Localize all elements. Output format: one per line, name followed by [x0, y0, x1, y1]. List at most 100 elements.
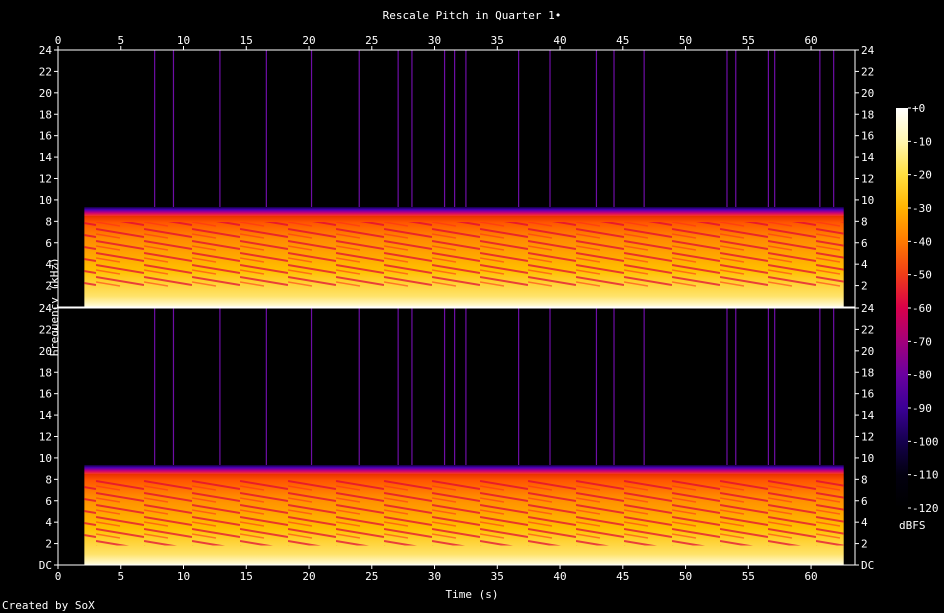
- x-tick-label: 10: [177, 34, 190, 47]
- y-tick-label: 4: [861, 258, 868, 271]
- x-tick-label: 15: [240, 34, 253, 47]
- x-tick-label: 0: [55, 34, 62, 47]
- y-tick-label: 22: [39, 65, 52, 78]
- x-tick-label: 10: [177, 570, 190, 583]
- channel-1-panel: [57, 49, 856, 308]
- y-tick-label: 18: [39, 366, 52, 379]
- x-tick-label: 55: [742, 570, 755, 583]
- x-tick-label: 35: [491, 34, 504, 47]
- x-tick-label: 35: [491, 570, 504, 583]
- y-tick-label: 24: [39, 44, 53, 57]
- x-tick-label: 50: [679, 570, 692, 583]
- colorbar-tick-label: -10: [912, 135, 932, 148]
- x-tick-label: 30: [428, 34, 441, 47]
- y-tick-label: 18: [861, 366, 874, 379]
- channel-2-panel: [57, 307, 856, 566]
- x-tick-label: 45: [616, 34, 629, 47]
- x-tick-label: 5: [117, 34, 124, 47]
- y-tick-label: 4: [45, 516, 52, 529]
- page-title: Rescale Pitch in Quarter 1•: [382, 9, 562, 22]
- credit-text: Created by SoX: [2, 599, 95, 612]
- y-tick-label: 6: [45, 495, 52, 508]
- y-tick-label: 12: [39, 173, 52, 186]
- colorbar-tick-label: -120: [912, 502, 939, 515]
- y-tick-label: 12: [861, 431, 874, 444]
- y-tick-label: 14: [39, 151, 53, 164]
- y-tick-label: 2: [861, 280, 868, 293]
- y-tick-label: 12: [39, 431, 52, 444]
- x-tick-label: 20: [302, 34, 315, 47]
- y-tick-label: 10: [39, 194, 52, 207]
- y-tick-label: 14: [39, 409, 53, 422]
- y-tick-label: 2: [45, 538, 52, 551]
- y-tick-label: 16: [39, 388, 52, 401]
- colorbar-tick-label: -70: [912, 335, 932, 348]
- harmonic-streaks: [84, 221, 844, 288]
- y-tick-label: DC: [39, 559, 52, 572]
- colorbar-tick-label: -50: [912, 269, 932, 282]
- y-tick-label: 6: [861, 495, 868, 508]
- y-tick-label: 12: [861, 173, 874, 186]
- x-tick-label: 25: [365, 34, 378, 47]
- signal-rolloff: [84, 464, 844, 474]
- y-tick-label: 24: [39, 302, 53, 315]
- harmonic-streaks: [84, 479, 844, 546]
- y-tick-label: 20: [861, 345, 874, 358]
- y-tick-label: 20: [39, 345, 52, 358]
- x-tick-label: 45: [616, 570, 629, 583]
- x-tick-label: 15: [240, 570, 253, 583]
- y-tick-label: 20: [861, 87, 874, 100]
- y-tick-label: 18: [39, 108, 52, 121]
- y-tick-label: 2: [45, 280, 52, 293]
- y-tick-label: 18: [861, 108, 874, 121]
- colorbar-tick-label: -30: [912, 202, 932, 215]
- y-tick-label: 8: [861, 473, 868, 486]
- y-tick-label: 16: [861, 388, 874, 401]
- y-tick-label: 4: [45, 258, 52, 271]
- y-tick-label: 14: [861, 409, 875, 422]
- y-tick-label: 24: [861, 44, 875, 57]
- y-tick-label: 10: [39, 452, 52, 465]
- colorbar-tick-label: -60: [912, 302, 932, 315]
- y-tick-label: 10: [861, 452, 874, 465]
- y-tick-label: 4: [861, 516, 868, 529]
- y-tick-label: DC: [861, 559, 874, 572]
- y-tick-label: 6: [861, 237, 868, 250]
- x-tick-label: 60: [804, 570, 817, 583]
- x-axis-label: Time (s): [445, 588, 499, 601]
- x-tick-label: 60: [804, 34, 817, 47]
- y-tick-label: 8: [45, 215, 52, 228]
- colorbar-tick-label: -100: [912, 435, 939, 448]
- x-tick-label: 40: [553, 34, 566, 47]
- x-tick-label: 0: [55, 570, 62, 583]
- y-tick-label: 22: [861, 65, 874, 78]
- y-tick-label: 8: [861, 215, 868, 228]
- x-tick-label: 40: [553, 570, 566, 583]
- x-tick-label: 50: [679, 34, 692, 47]
- x-tick-label: 30: [428, 570, 441, 583]
- signal-rolloff: [84, 206, 844, 216]
- x-tick-label: 20: [302, 570, 315, 583]
- colorbar-tick-label: -110: [912, 469, 939, 482]
- y-tick-label: 20: [39, 87, 52, 100]
- colorbar-tick-label: -80: [912, 369, 932, 382]
- y-tick-label: 6: [45, 237, 52, 250]
- colorbar-tick-label: -20: [912, 169, 932, 182]
- y-tick-label: 22: [861, 323, 874, 336]
- y-tick-label: 24: [861, 302, 875, 315]
- x-tick-label: 25: [365, 570, 378, 583]
- colorbar-gradient: [896, 108, 908, 508]
- y-tick-label: 16: [861, 130, 874, 143]
- y-tick-label: 16: [39, 130, 52, 143]
- y-tick-label: 10: [861, 194, 874, 207]
- y-tick-label: 14: [861, 151, 875, 164]
- y-tick-label: 2: [861, 538, 868, 551]
- x-tick-label: 55: [742, 34, 755, 47]
- x-tick-label: 5: [117, 570, 124, 583]
- y-tick-label: 22: [39, 323, 52, 336]
- colorbar-tick-label: +0: [912, 102, 925, 115]
- colorbar-unit: dBFS: [899, 519, 926, 532]
- colorbar-tick-label: -40: [912, 235, 932, 248]
- colorbar-tick-label: -90: [912, 402, 932, 415]
